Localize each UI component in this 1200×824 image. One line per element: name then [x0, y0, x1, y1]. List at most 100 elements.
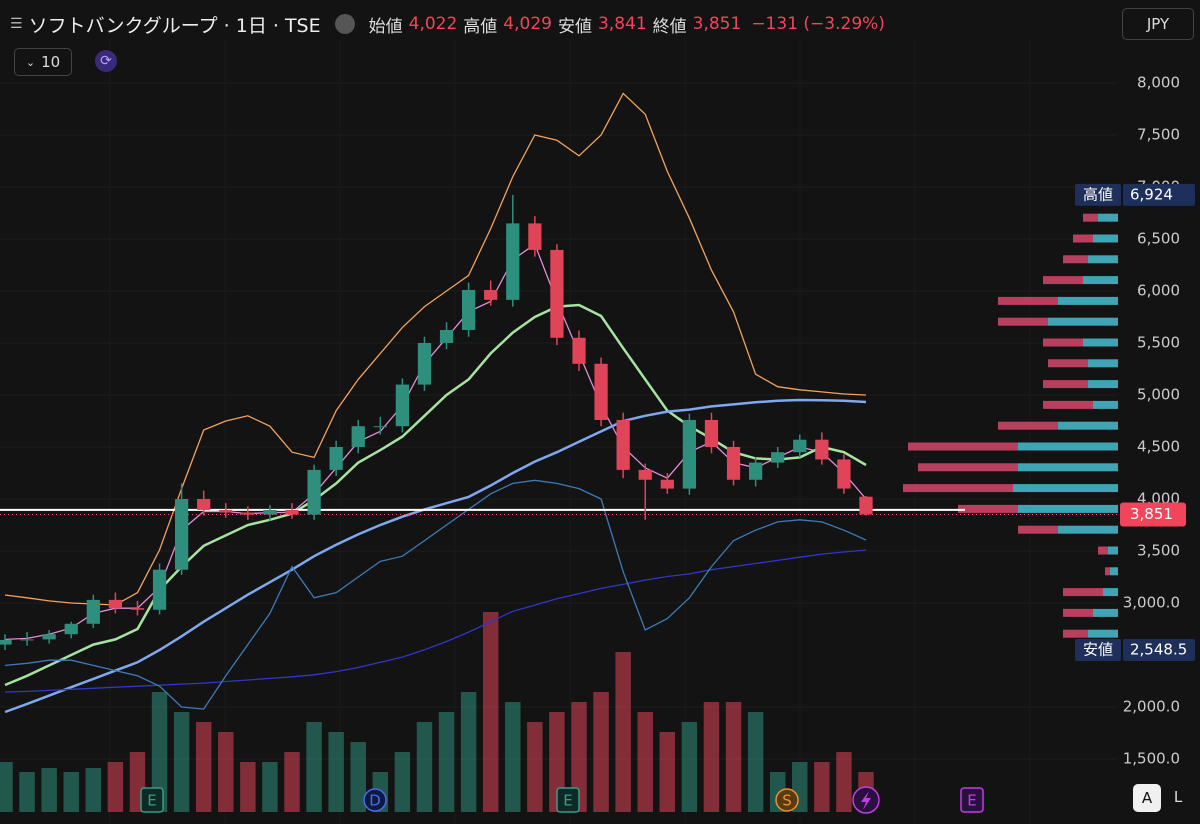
candle-body — [550, 249, 564, 338]
volume-bar — [63, 772, 79, 812]
tag-value-bg — [1123, 638, 1195, 661]
y-tick-label: 2,000.0 — [1123, 697, 1180, 715]
volume-bar — [394, 752, 411, 812]
profile-down — [908, 442, 1018, 451]
indicator-line — [4, 243, 867, 641]
candle-body — [771, 452, 785, 463]
profile-down — [1043, 380, 1088, 389]
candle-body — [174, 498, 189, 570]
candle-body — [439, 329, 454, 343]
y-tick-label: 1,500.0 — [1123, 749, 1180, 767]
candle-body — [484, 289, 498, 300]
volume-bar — [725, 702, 742, 812]
profile-down — [1063, 629, 1088, 638]
tag-value: 6,924 — [1130, 185, 1173, 203]
profile-down — [1063, 608, 1093, 617]
profile-down — [1083, 213, 1098, 222]
tag-label-bg — [1075, 183, 1121, 206]
candle-body — [395, 384, 410, 427]
event-text: E — [147, 792, 156, 810]
candle-body — [616, 419, 630, 470]
ohlc-value: 3,851 — [692, 14, 742, 34]
candle-body — [307, 469, 321, 515]
event-marker[interactable]: E — [556, 787, 580, 813]
volume-bar — [0, 762, 13, 812]
symbol-title: ソフトバンクグループ · 1日 · TSE — [28, 14, 321, 37]
candle-body — [0, 639, 12, 645]
profile-down — [918, 463, 1018, 472]
profile-up — [1088, 255, 1118, 264]
volume-bar — [328, 732, 344, 812]
candle-body — [329, 446, 343, 470]
interval-value: 10 — [41, 53, 61, 71]
volume-bar — [571, 702, 587, 812]
volume-bar — [306, 722, 322, 812]
y-tick-label: 5,000 — [1137, 385, 1180, 403]
indicator-line — [4, 303, 867, 687]
profile-up — [1048, 317, 1118, 326]
profile-up — [1018, 504, 1118, 513]
event-marker[interactable]: D — [363, 788, 387, 812]
volume-bar — [681, 722, 698, 812]
volume-bar — [218, 732, 234, 812]
candle-body — [219, 509, 233, 513]
volume-bar — [836, 752, 852, 812]
y-tick-label: 6,500 — [1137, 229, 1180, 247]
profile-up — [1093, 234, 1118, 243]
y-tick-label: 6,000 — [1137, 281, 1180, 299]
profile-up — [1098, 213, 1118, 222]
auto-scale-button[interactable]: A — [1133, 784, 1161, 812]
indicator-line — [4, 398, 867, 714]
event-marker[interactable]: S — [775, 788, 799, 812]
profile-up — [1103, 588, 1118, 597]
candle-body — [528, 223, 542, 250]
candle-body — [815, 439, 829, 460]
last-price-label: 3,851 — [1130, 505, 1173, 523]
log-scale-button[interactable]: L — [1173, 788, 1183, 806]
volume-bar — [747, 712, 764, 812]
profile-down — [903, 484, 1013, 493]
lightning-icon — [861, 791, 871, 810]
chevron: ⌄ — [25, 55, 36, 69]
volume-bar — [637, 712, 653, 812]
candle-body — [506, 223, 520, 300]
volume-bar — [505, 702, 521, 812]
ohlc-label: 高値 — [463, 16, 498, 37]
volume-bar — [195, 722, 212, 812]
currency-button[interactable]: JPY — [1122, 8, 1194, 40]
refresh-icon[interactable]: ⟳ — [95, 50, 117, 72]
event-badge — [140, 787, 164, 813]
tag-label: 高値 — [1083, 185, 1113, 203]
candle-body — [594, 363, 608, 420]
menu-icon[interactable]: ☰ — [10, 16, 23, 32]
change: −131 (−3.29%) — [751, 14, 885, 34]
y-tick-label: 5,500 — [1137, 333, 1180, 351]
header: ☰ ソフトバンクグループ · 1日 · TSE 始値 4,022 高値 4,029 … — [10, 10, 885, 38]
candle-body — [572, 337, 586, 364]
volume-bar — [659, 732, 676, 812]
profile-down — [1043, 338, 1083, 347]
profile-up — [1110, 567, 1118, 576]
profile-up — [1018, 463, 1118, 472]
candle-body — [241, 512, 255, 515]
profile-down — [1063, 588, 1103, 597]
event-marker[interactable]: E — [140, 787, 164, 813]
profile-up — [1018, 442, 1118, 451]
interval-control[interactable]: ⌄ 10 — [14, 48, 72, 76]
event-text: S — [782, 792, 792, 810]
indicator-line — [4, 549, 867, 693]
indicator-line — [4, 92, 867, 606]
tag-label: 安値 — [1083, 640, 1113, 658]
lightning-marker[interactable] — [852, 786, 880, 814]
tag-value-bg — [1123, 183, 1195, 206]
y-tick-label: 3,500 — [1137, 541, 1180, 559]
event-marker[interactable]: E — [960, 787, 984, 813]
collapse-icon[interactable] — [334, 14, 355, 34]
profile-down — [1073, 234, 1093, 243]
volume-bar — [527, 722, 543, 812]
volume-bar — [593, 692, 609, 812]
candle-body — [859, 496, 873, 515]
profile-up — [1058, 296, 1118, 305]
